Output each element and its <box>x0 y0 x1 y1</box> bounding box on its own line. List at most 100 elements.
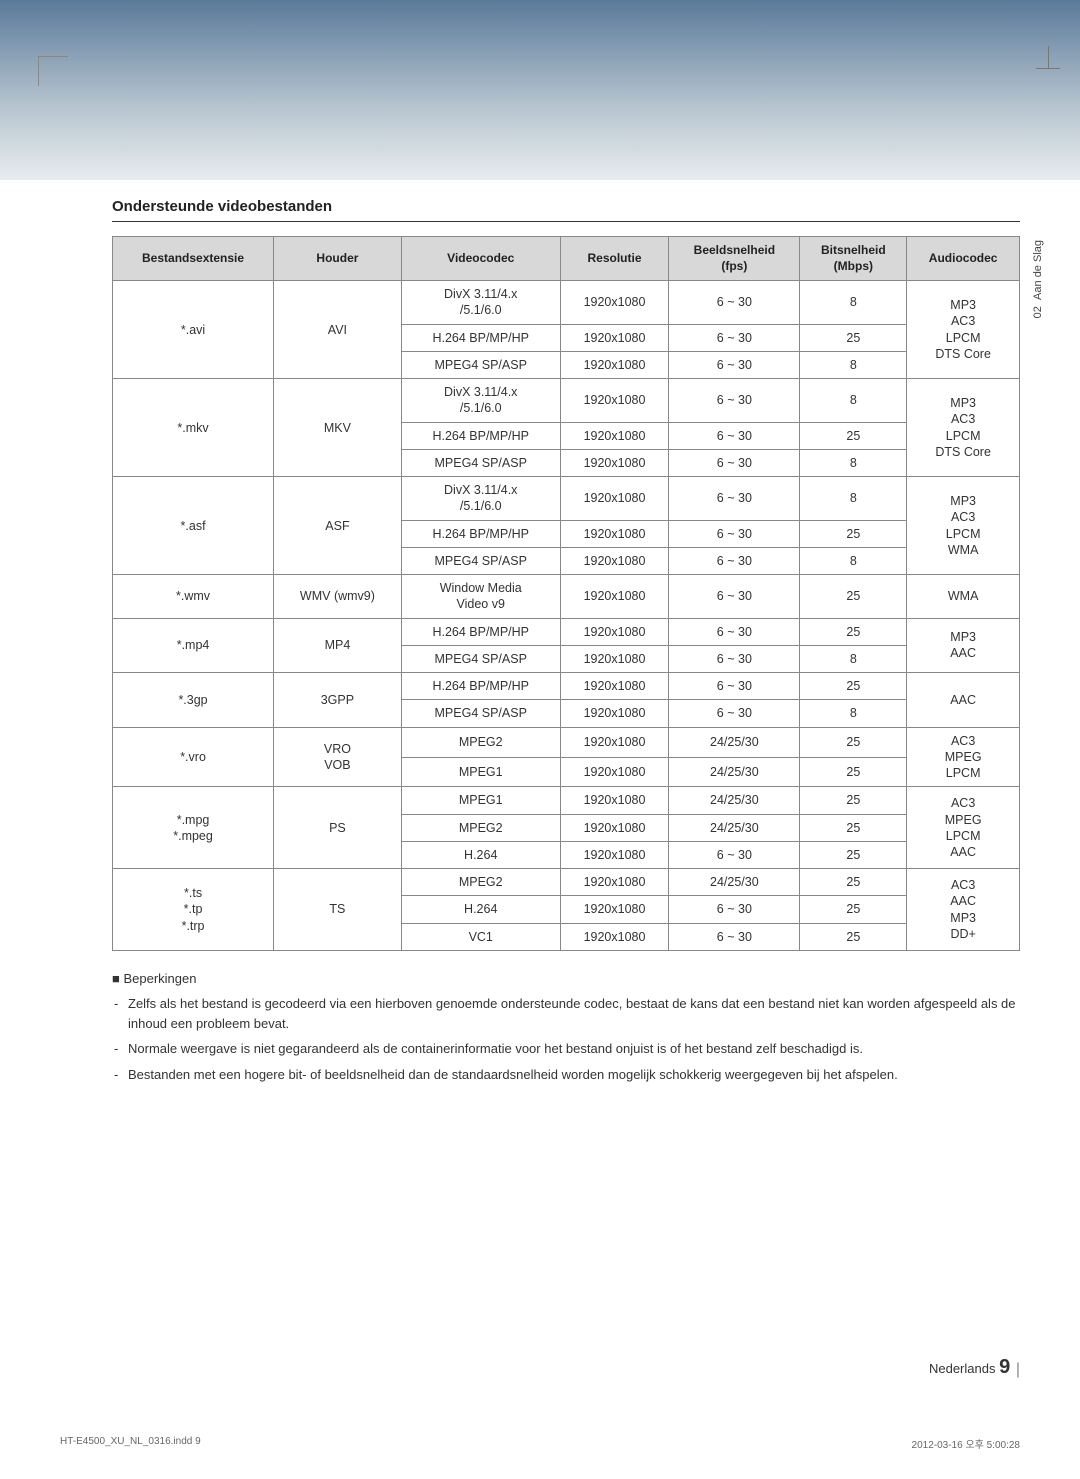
ext-cell: *.mp4 <box>113 618 274 673</box>
res-cell: 1920x1080 <box>560 814 669 841</box>
codec-cell: H.264 BP/MP/HP <box>401 673 560 700</box>
container-cell: 3GPP <box>274 673 402 728</box>
container-cell: WMV (wmv9) <box>274 575 402 619</box>
audio-cell: AC3AACMP3DD+ <box>907 869 1020 951</box>
table-header: Beeldsnelheid(fps) <box>669 237 800 281</box>
fps-cell: 6 ~ 30 <box>669 422 800 449</box>
mbps-cell: 25 <box>800 869 907 896</box>
table-header: Bitsnelheid(Mbps) <box>800 237 907 281</box>
res-cell: 1920x1080 <box>560 896 669 923</box>
note-item: Bestanden met een hogere bit- of beeldsn… <box>112 1065 1020 1085</box>
res-cell: 1920x1080 <box>560 700 669 727</box>
page-content: Ondersteunde videobestanden Bestandsexte… <box>112 198 1020 1090</box>
container-cell: ASF <box>274 477 402 575</box>
side-tab-label: Aan de Slag <box>1032 240 1044 300</box>
mbps-cell: 25 <box>800 520 907 547</box>
res-cell: 1920x1080 <box>560 869 669 896</box>
fps-cell: 6 ~ 30 <box>669 618 800 645</box>
res-cell: 1920x1080 <box>560 575 669 619</box>
footer-page-num: 9 <box>999 1356 1010 1378</box>
codec-cell: MPEG2 <box>401 727 560 757</box>
mbps-cell: 25 <box>800 324 907 351</box>
crop-mark <box>1036 46 1060 76</box>
fps-cell: 6 ~ 30 <box>669 700 800 727</box>
mbps-cell: 8 <box>800 547 907 574</box>
table-header: Audiocodec <box>907 237 1020 281</box>
codec-cell: DivX 3.11/4.x/5.1/6.0 <box>401 379 560 423</box>
container-cell: AVI <box>274 281 402 379</box>
mbps-cell: 8 <box>800 281 907 325</box>
mbps-cell: 25 <box>800 841 907 868</box>
res-cell: 1920x1080 <box>560 520 669 547</box>
ext-cell: *.avi <box>113 281 274 379</box>
print-footer: HT-E4500_XU_NL_0316.indd 9 2012-03-16 오후… <box>60 1436 1020 1451</box>
codec-cell: H.264 BP/MP/HP <box>401 618 560 645</box>
audio-cell: AAC <box>907 673 1020 728</box>
fps-cell: 6 ~ 30 <box>669 896 800 923</box>
codec-cell: MPEG1 <box>401 787 560 814</box>
table-header: Videocodec <box>401 237 560 281</box>
mbps-cell: 25 <box>800 673 907 700</box>
res-cell: 1920x1080 <box>560 281 669 325</box>
mbps-cell: 25 <box>800 618 907 645</box>
codec-cell: H.264 <box>401 841 560 868</box>
fps-cell: 24/25/30 <box>669 757 800 787</box>
codec-cell: DivX 3.11/4.x/5.1/6.0 <box>401 477 560 521</box>
codec-cell: MPEG4 SP/ASP <box>401 449 560 476</box>
mbps-cell: 8 <box>800 477 907 521</box>
table-row: *.aviAVIDivX 3.11/4.x/5.1/6.01920x10806 … <box>113 281 1020 325</box>
res-cell: 1920x1080 <box>560 477 669 521</box>
fps-cell: 6 ~ 30 <box>669 351 800 378</box>
table-row: *.asfASFDivX 3.11/4.x/5.1/6.01920x10806 … <box>113 477 1020 521</box>
ext-cell: *.ts*.tp*.trp <box>113 869 274 951</box>
mbps-cell: 25 <box>800 814 907 841</box>
codec-cell: VC1 <box>401 923 560 950</box>
codec-cell: Window MediaVideo v9 <box>401 575 560 619</box>
audio-cell: MP3AC3LPCMDTS Core <box>907 379 1020 477</box>
section-title: Ondersteunde videobestanden <box>112 198 1020 222</box>
fps-cell: 6 ~ 30 <box>669 547 800 574</box>
res-cell: 1920x1080 <box>560 673 669 700</box>
fps-cell: 6 ~ 30 <box>669 923 800 950</box>
ext-cell: *.vro <box>113 727 274 787</box>
table-row: *.mp4MP4H.264 BP/MP/HP1920x10806 ~ 3025M… <box>113 618 1020 645</box>
res-cell: 1920x1080 <box>560 351 669 378</box>
print-left: HT-E4500_XU_NL_0316.indd 9 <box>60 1436 201 1451</box>
res-cell: 1920x1080 <box>560 618 669 645</box>
mbps-cell: 8 <box>800 449 907 476</box>
codec-cell: H.264 BP/MP/HP <box>401 520 560 547</box>
footer-lang: Nederlands <box>929 1361 996 1376</box>
notes-section: ■ Beperkingen Zelfs als het bestand is g… <box>112 969 1020 1085</box>
header-banner <box>0 0 1080 180</box>
res-cell: 1920x1080 <box>560 324 669 351</box>
fps-cell: 6 ~ 30 <box>669 281 800 325</box>
table-row: *.mpg*.mpegPSMPEG11920x108024/25/3025AC3… <box>113 787 1020 814</box>
res-cell: 1920x1080 <box>560 923 669 950</box>
table-row: *.wmvWMV (wmv9)Window MediaVideo v91920x… <box>113 575 1020 619</box>
ext-cell: *.wmv <box>113 575 274 619</box>
codec-cell: H.264 <box>401 896 560 923</box>
codec-cell: MPEG1 <box>401 757 560 787</box>
table-header: Bestandsextensie <box>113 237 274 281</box>
table-row: *.vroVROVOBMPEG21920x108024/25/3025AC3MP… <box>113 727 1020 757</box>
res-cell: 1920x1080 <box>560 449 669 476</box>
ext-cell: *.mkv <box>113 379 274 477</box>
codec-cell: MPEG4 SP/ASP <box>401 700 560 727</box>
codec-cell: MPEG2 <box>401 814 560 841</box>
codec-cell: MPEG2 <box>401 869 560 896</box>
container-cell: PS <box>274 787 402 869</box>
codec-cell: H.264 BP/MP/HP <box>401 324 560 351</box>
container-cell: TS <box>274 869 402 951</box>
mbps-cell: 25 <box>800 787 907 814</box>
fps-cell: 24/25/30 <box>669 869 800 896</box>
mbps-cell: 25 <box>800 727 907 757</box>
fps-cell: 6 ~ 30 <box>669 673 800 700</box>
res-cell: 1920x1080 <box>560 422 669 449</box>
table-header: Resolutie <box>560 237 669 281</box>
page-footer: Nederlands 9 | <box>929 1356 1020 1379</box>
table-row: *.ts*.tp*.trpTSMPEG21920x108024/25/3025A… <box>113 869 1020 896</box>
res-cell: 1920x1080 <box>560 841 669 868</box>
mbps-cell: 8 <box>800 351 907 378</box>
res-cell: 1920x1080 <box>560 645 669 672</box>
ext-cell: *.3gp <box>113 673 274 728</box>
